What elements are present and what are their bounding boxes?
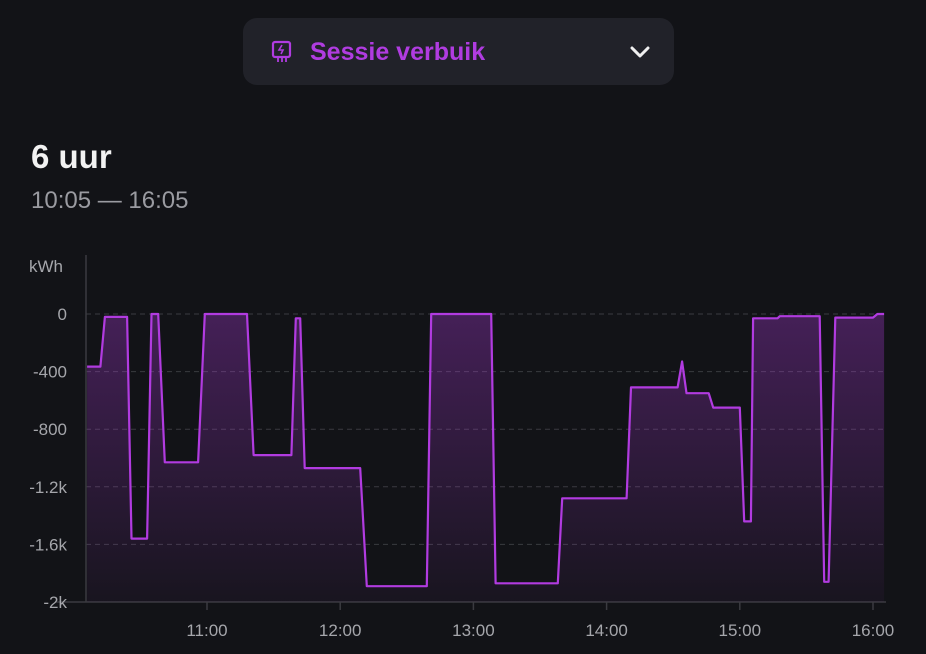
y-axis-label: kWh: [29, 257, 63, 276]
y-tick-label: -1.6k: [29, 535, 67, 554]
y-tick-label: -1.2k: [29, 478, 67, 497]
chevron-down-icon: [628, 40, 652, 69]
duration-title: 6 uur: [31, 138, 112, 175]
area-fill: [87, 314, 885, 602]
x-tick-label: 12:00: [319, 621, 362, 640]
y-tick-label: -2k: [43, 593, 67, 612]
x-tick-label: 16:00: [852, 621, 895, 640]
series-line: [87, 312, 885, 588]
session-consumption-dropdown[interactable]: Sessie verbuik: [243, 18, 674, 85]
y-tick-label: 0: [58, 305, 67, 324]
dropdown-label: Sessie verbuik: [310, 38, 486, 66]
y-tick-label: -800: [33, 420, 67, 439]
x-tick-label: 14:00: [585, 621, 628, 640]
charger-icon: [271, 40, 293, 69]
x-tick-label: 13:00: [452, 621, 495, 640]
x-tick-label: 11:00: [186, 621, 227, 640]
x-tick-label: 15:00: [719, 621, 762, 640]
y-tick-label: -400: [33, 363, 67, 382]
time-range: 10:05 — 16:05: [31, 187, 189, 214]
